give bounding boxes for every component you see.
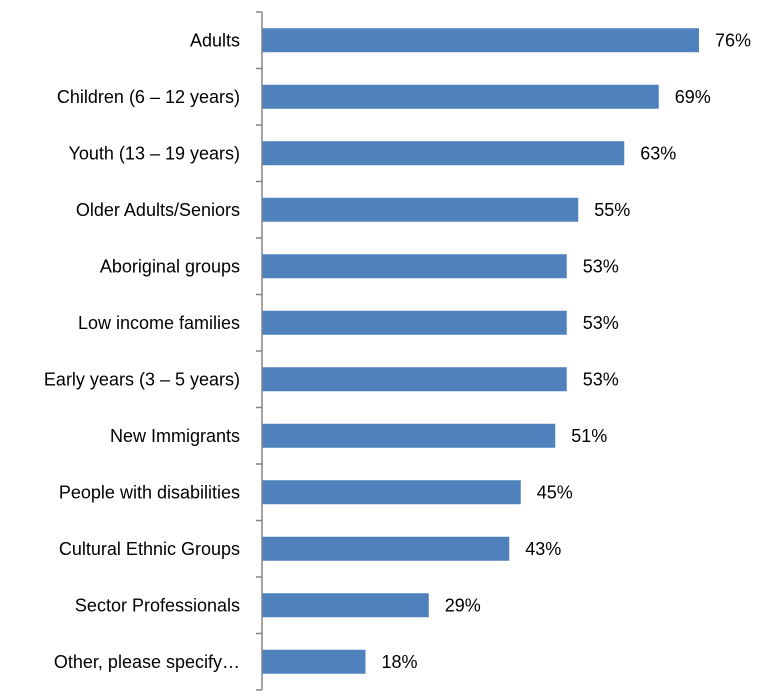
category-label: Cultural Ethnic Groups [59, 539, 240, 559]
bar [262, 423, 556, 448]
category-label: Adults [190, 30, 240, 50]
bar [262, 536, 510, 561]
bar [262, 367, 567, 392]
category-label: Children (6 – 12 years) [57, 87, 240, 107]
bar [262, 649, 366, 674]
value-label: 63% [640, 143, 676, 163]
value-label: 53% [583, 256, 619, 276]
value-label: 76% [715, 30, 751, 50]
value-label: 18% [382, 652, 418, 672]
bars-layer [262, 28, 699, 674]
value-label: 53% [583, 369, 619, 389]
category-labels: Adults Children (6 – 12 years) Youth (13 –… [44, 30, 240, 672]
category-label: Older Adults/Seniors [76, 200, 240, 220]
bar [262, 141, 625, 166]
value-label: 51% [571, 426, 607, 446]
value-label: 43% [525, 539, 561, 559]
category-axis [256, 11, 263, 691]
bar [262, 593, 429, 618]
value-labels: 76% 69% 63% 55% 53% 53% 53% 51% 45% 43% 29% 18% [382, 30, 752, 672]
bar [262, 197, 579, 222]
category-label: New Immigrants [110, 426, 240, 446]
value-label: 69% [675, 87, 711, 107]
value-label: 29% [445, 595, 481, 615]
category-label: Early years (3 – 5 years) [44, 369, 240, 389]
category-label: Aboriginal groups [100, 256, 240, 276]
value-label: 45% [537, 482, 573, 502]
bar [262, 254, 567, 279]
category-label: Youth (13 – 19 years) [69, 143, 240, 163]
bar [262, 28, 699, 53]
bar [262, 84, 659, 109]
category-label: Sector Professionals [75, 595, 240, 615]
bar [262, 480, 521, 505]
value-label: 55% [594, 200, 630, 220]
category-label: Low income families [78, 313, 240, 333]
value-label: 53% [583, 313, 619, 333]
bar [262, 310, 567, 335]
category-label: Other, please specify… [54, 652, 240, 672]
category-label: People with disabilities [59, 482, 240, 502]
